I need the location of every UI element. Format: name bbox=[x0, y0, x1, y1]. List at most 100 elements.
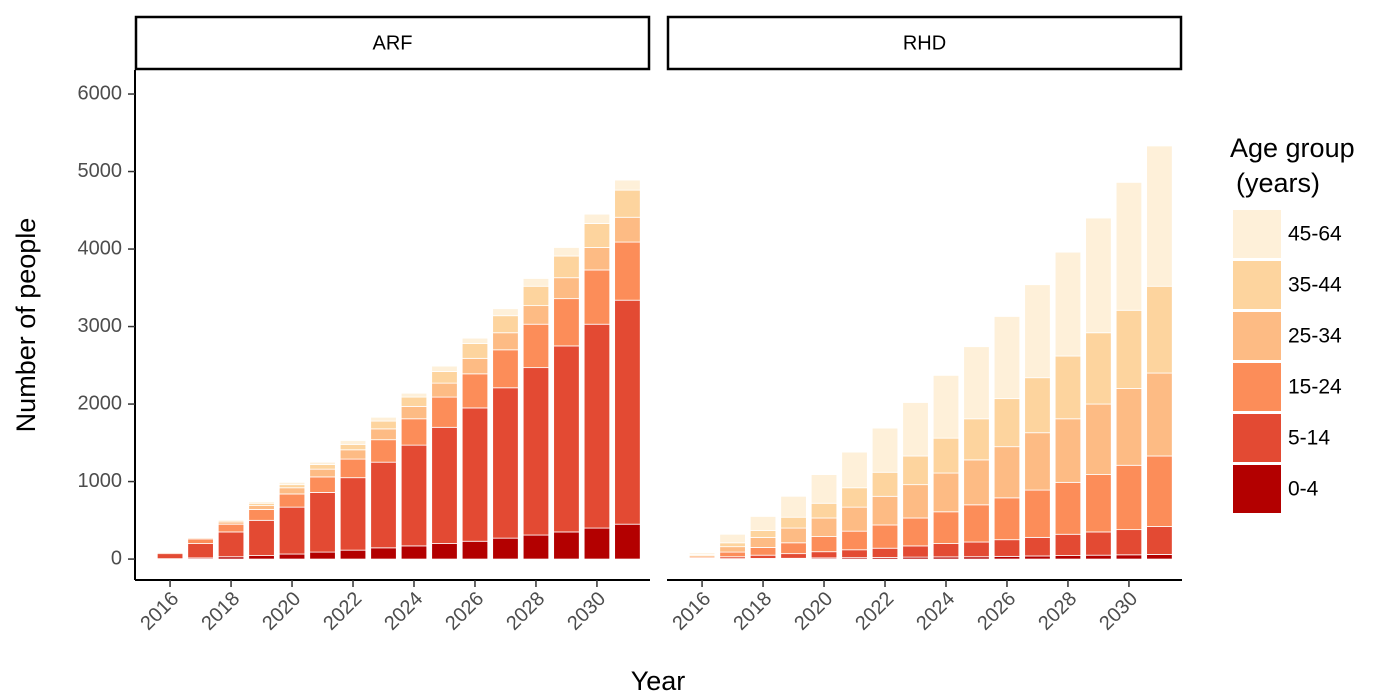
bar-segment bbox=[1054, 555, 1082, 560]
x-tick-label: 2026 bbox=[973, 588, 1020, 635]
bar-segment bbox=[780, 542, 807, 555]
bar-segment bbox=[963, 504, 990, 543]
bar-segment bbox=[522, 305, 550, 325]
bar-segment bbox=[993, 316, 1021, 400]
bar-segment bbox=[522, 278, 550, 287]
bar-segment bbox=[1054, 481, 1082, 535]
bar-segment bbox=[688, 552, 716, 555]
bar-segment bbox=[522, 534, 550, 560]
legend-key bbox=[1233, 363, 1281, 411]
bar-segment bbox=[553, 531, 580, 560]
bar-segment bbox=[841, 487, 868, 508]
bar-segment bbox=[963, 346, 990, 420]
bar-segment bbox=[522, 285, 550, 307]
x-tick-label: 2020 bbox=[790, 588, 837, 635]
bar-segment bbox=[1146, 145, 1173, 287]
bar-segment bbox=[841, 549, 868, 559]
x-tick-label: 2024 bbox=[912, 588, 959, 635]
bar-segment bbox=[871, 495, 899, 526]
bar-segment bbox=[780, 495, 807, 518]
bar-segment bbox=[902, 402, 929, 457]
bar-segment bbox=[810, 502, 838, 519]
bar-segment bbox=[461, 343, 489, 359]
bar-segment bbox=[902, 545, 929, 558]
bar-segment bbox=[719, 546, 746, 553]
bar-segment bbox=[614, 299, 641, 525]
bar-segment bbox=[1024, 377, 1051, 434]
bar-segment bbox=[932, 543, 960, 558]
x-axis-title: Year bbox=[631, 666, 686, 696]
bar-segment bbox=[963, 541, 990, 558]
bar-segment bbox=[1024, 284, 1051, 379]
bar-segment bbox=[583, 527, 611, 560]
bar-segment bbox=[339, 440, 367, 445]
bar-segment bbox=[749, 536, 777, 548]
bar-segment bbox=[492, 332, 519, 351]
bar-segment bbox=[1115, 554, 1143, 560]
bar-segment bbox=[780, 553, 807, 559]
bar-segment bbox=[553, 345, 580, 533]
bar-segment bbox=[719, 533, 746, 544]
bar-segment bbox=[963, 418, 990, 461]
bar-segment bbox=[1115, 464, 1143, 531]
bar-segment bbox=[1085, 403, 1112, 475]
bar-segment bbox=[553, 298, 580, 347]
bar-segment bbox=[932, 374, 960, 439]
bar-segment bbox=[749, 516, 777, 531]
x-tick-label: 2026 bbox=[441, 588, 488, 635]
bar-segment bbox=[278, 493, 306, 508]
x-tick-label: 2030 bbox=[563, 588, 610, 635]
bar-segment bbox=[370, 461, 397, 549]
bar-segment bbox=[902, 484, 929, 519]
bar-segment bbox=[1024, 489, 1051, 538]
bar-segment bbox=[461, 540, 489, 560]
bar-segment bbox=[780, 516, 807, 529]
bar-segment bbox=[614, 216, 641, 243]
bar-segment bbox=[583, 323, 611, 529]
legend-label: 35-44 bbox=[1288, 274, 1342, 297]
bar-segment bbox=[461, 357, 489, 375]
bar-segment bbox=[461, 337, 489, 345]
bar-segment bbox=[492, 387, 519, 539]
bar-segment bbox=[1085, 217, 1112, 334]
bar-segment bbox=[1024, 536, 1051, 557]
x-tick-label: 2022 bbox=[319, 588, 366, 635]
bar-segment bbox=[431, 543, 458, 560]
bar-segment bbox=[749, 547, 777, 556]
bar-segment bbox=[278, 553, 306, 560]
bar-segment bbox=[1085, 531, 1112, 556]
bar-segment bbox=[1085, 332, 1112, 405]
bar-segment bbox=[780, 527, 807, 544]
legend-label: 0-4 bbox=[1288, 478, 1319, 501]
bar-segment bbox=[156, 553, 184, 560]
bar-segment bbox=[1054, 533, 1082, 556]
bar-segment bbox=[278, 487, 306, 495]
bar-segment bbox=[719, 551, 746, 558]
bar-segment bbox=[370, 420, 397, 430]
y-tick-label: 1000 bbox=[78, 470, 123, 492]
bar-segment bbox=[1146, 285, 1173, 374]
bar-segment bbox=[309, 492, 336, 553]
bar-segment bbox=[810, 536, 838, 553]
bar-segment bbox=[993, 497, 1021, 541]
bar-segment bbox=[583, 269, 611, 325]
bar-segment bbox=[1054, 355, 1082, 420]
bar-segment bbox=[1054, 251, 1082, 357]
bar-segment bbox=[187, 536, 214, 538]
legend-label: 15-24 bbox=[1288, 376, 1342, 399]
bar-segment bbox=[339, 549, 367, 560]
y-tick-label: 2000 bbox=[78, 392, 123, 414]
bar-segment bbox=[810, 474, 838, 504]
bar-segment bbox=[278, 481, 306, 486]
bar-segment bbox=[810, 517, 838, 537]
bar-segment bbox=[400, 418, 428, 446]
bar-segment bbox=[1115, 309, 1143, 389]
bar-segment bbox=[431, 396, 458, 428]
bar-segment bbox=[461, 373, 489, 409]
x-tick-label: 2030 bbox=[1095, 588, 1142, 635]
bar-segment bbox=[431, 365, 458, 372]
legend-key bbox=[1233, 261, 1281, 309]
legend-key bbox=[1233, 465, 1281, 513]
bar-segment bbox=[583, 223, 611, 248]
x-tick-label: 2024 bbox=[380, 588, 427, 635]
